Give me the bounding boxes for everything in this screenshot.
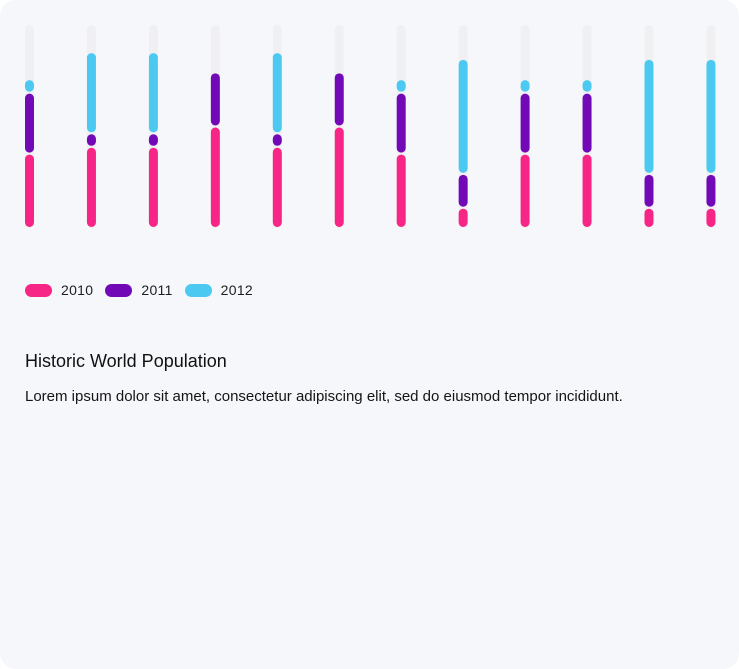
legend-swatch-2012 — [184, 283, 212, 297]
bar-segment-2010[interactable] — [706, 208, 716, 227]
bar-segment-2011[interactable] — [334, 73, 344, 126]
legend-item-2010[interactable]: 2010 — [25, 282, 93, 298]
bar-segment-2011[interactable] — [458, 174, 468, 207]
bar-segment-2012[interactable] — [86, 53, 96, 133]
legend-label-2012: 2012 — [220, 282, 254, 298]
bar-group — [582, 25, 592, 228]
bar-group — [272, 25, 282, 228]
bar-segment-2010[interactable] — [86, 147, 96, 227]
bar-segment-2011[interactable] — [644, 174, 654, 207]
bar-segment-2012[interactable] — [582, 80, 592, 92]
legend-item-2012[interactable]: 2012 — [184, 282, 254, 298]
bar-segment-2012[interactable] — [520, 80, 530, 92]
bar-segment-2010[interactable] — [582, 154, 592, 227]
chart-legend: 2010 2011 2012 — [25, 280, 265, 300]
bar-segment-2011[interactable] — [706, 174, 716, 207]
bar-segment-2012[interactable] — [706, 59, 716, 173]
chart-title: Historic World Population — [25, 351, 227, 371]
bar-segment-2011[interactable] — [396, 93, 406, 153]
bar-group — [458, 25, 468, 228]
bar-segment-2011[interactable] — [148, 134, 158, 146]
bar-segment-2012[interactable] — [272, 53, 282, 133]
bar-segment-2012[interactable] — [148, 53, 158, 133]
legend-swatch-2011 — [105, 283, 133, 297]
stacked-bar-chart — [25, 25, 716, 228]
bar-segment-2011[interactable] — [272, 134, 282, 146]
bar-group — [25, 25, 34, 228]
bar-segment-2010[interactable] — [458, 208, 468, 227]
legend-swatch-2010 — [25, 283, 52, 297]
bar-segment-2010[interactable] — [644, 208, 654, 227]
bar-segment-2011[interactable] — [86, 134, 96, 146]
chart-description: Lorem ipsum dolor sit amet, consectetur … — [25, 388, 623, 405]
bar-segment-2011[interactable] — [210, 73, 220, 126]
bar-segment-2011[interactable] — [520, 93, 530, 153]
bar-segment-2012[interactable] — [396, 80, 406, 92]
bar-group — [148, 25, 158, 228]
legend-item-2011[interactable]: 2011 — [105, 282, 172, 298]
bar-segment-2010[interactable] — [334, 127, 344, 228]
legend-label-2011: 2011 — [141, 282, 173, 298]
bar-segment-2010[interactable] — [272, 147, 282, 227]
bar-segment-2012[interactable] — [644, 59, 654, 173]
bar-segment-2010[interactable] — [520, 154, 530, 227]
bar-segment-2012[interactable] — [25, 80, 34, 92]
chart-area — [0, 0, 739, 240]
bar-group — [644, 25, 654, 228]
bar-segment-2012[interactable] — [458, 59, 468, 173]
bar-group — [396, 25, 406, 228]
bar-segment-2011[interactable] — [582, 93, 592, 153]
bar-group — [210, 25, 220, 228]
legend-label-2010: 2010 — [61, 282, 94, 298]
bar-segment-2010[interactable] — [396, 154, 406, 227]
bar-group — [520, 25, 530, 228]
bar-segment-2010[interactable] — [210, 127, 220, 228]
bar-segment-2010[interactable] — [148, 147, 158, 227]
bar-group — [706, 25, 716, 228]
bar-group — [86, 25, 96, 228]
bar-segment-2010[interactable] — [25, 154, 34, 227]
bar-group — [334, 25, 344, 228]
bar-segment-2011[interactable] — [25, 93, 34, 153]
